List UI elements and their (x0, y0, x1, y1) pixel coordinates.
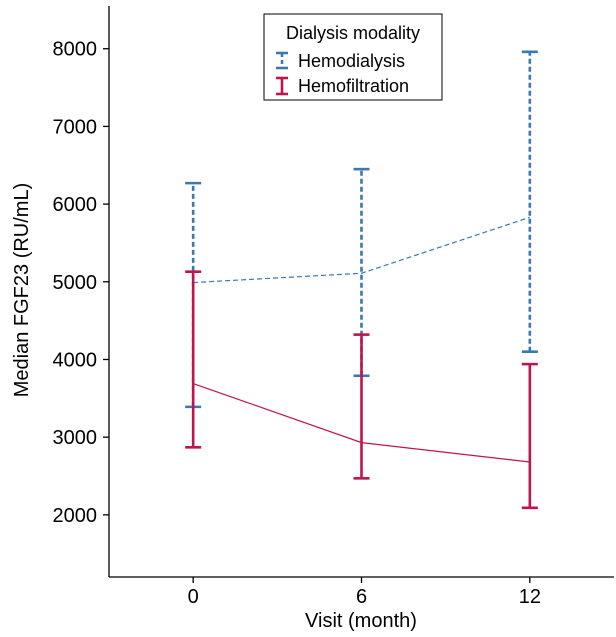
error-bar-hemofiltration (185, 270, 202, 449)
legend-box (263, 13, 443, 101)
y-axis-title: Median FGF23 (RU/mL) (11, 183, 33, 398)
x-axis-ticks: 0 6 12 (188, 577, 541, 608)
legend-swatch-hemodialysis (276, 51, 288, 70)
x-tick-label: 0 (188, 586, 199, 608)
legend-item-hemofiltration: Hemofiltration (276, 76, 409, 96)
error-bar-hemofiltration (353, 333, 370, 480)
y-tick-label: 2000 (53, 505, 98, 527)
x-tick-label: 12 (519, 586, 541, 608)
legend-label-hemodialysis: Hemodialysis (298, 51, 405, 71)
series-line-hemodialysis (193, 216, 531, 284)
legend-swatch-hemofiltration (276, 76, 288, 96)
y-tick-label: 7000 (53, 116, 98, 138)
legend-title: Dialysis modality (286, 23, 420, 43)
legend-item-hemodialysis: Hemodialysis (276, 51, 405, 71)
x-axis-title: Visit (month) (305, 610, 417, 632)
legend: Dialysis modality Hemodialysis Hemofiltr… (263, 13, 443, 101)
series-hemofiltration (185, 270, 538, 510)
y-axis-ticks: 2000 3000 4000 5000 6000 7000 8000 (53, 39, 109, 527)
x-tick-label: 6 (356, 586, 367, 608)
y-tick-label: 6000 (53, 194, 98, 216)
y-tick-label: 8000 (53, 39, 98, 61)
y-tick-label: 4000 (53, 349, 98, 371)
y-tick-label: 3000 (53, 427, 98, 449)
legend-label-hemofiltration: Hemofiltration (298, 76, 409, 96)
error-bar-hemofiltration (521, 362, 538, 510)
plot-marks (185, 50, 538, 510)
y-tick-label: 5000 (53, 272, 98, 294)
error-bar-hemodialysis (521, 50, 538, 354)
